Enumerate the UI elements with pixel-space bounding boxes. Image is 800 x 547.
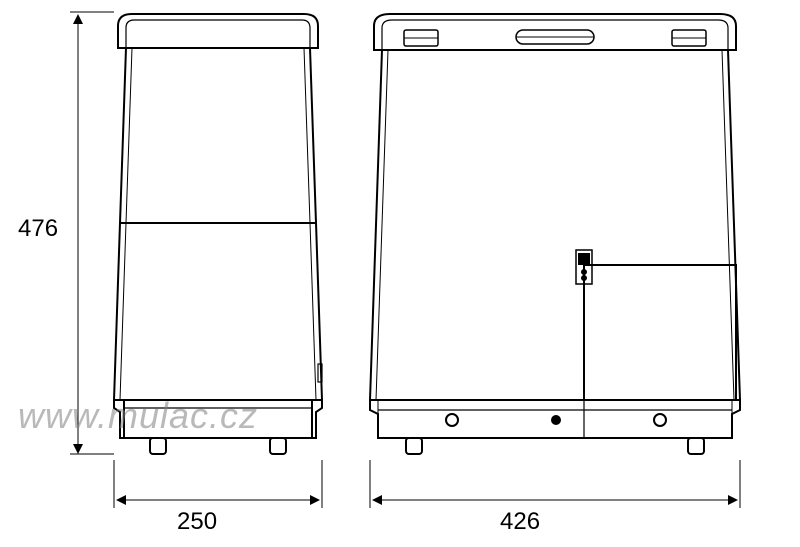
side-view bbox=[114, 14, 322, 454]
dim-side-width-label: 250 bbox=[177, 508, 217, 536]
dim-front-width-label: 426 bbox=[500, 508, 540, 536]
drawing-canvas bbox=[0, 0, 800, 547]
watermark-text: www.mulac.cz bbox=[18, 395, 258, 437]
front-view bbox=[370, 14, 740, 454]
dim-height-label: 476 bbox=[18, 215, 58, 243]
